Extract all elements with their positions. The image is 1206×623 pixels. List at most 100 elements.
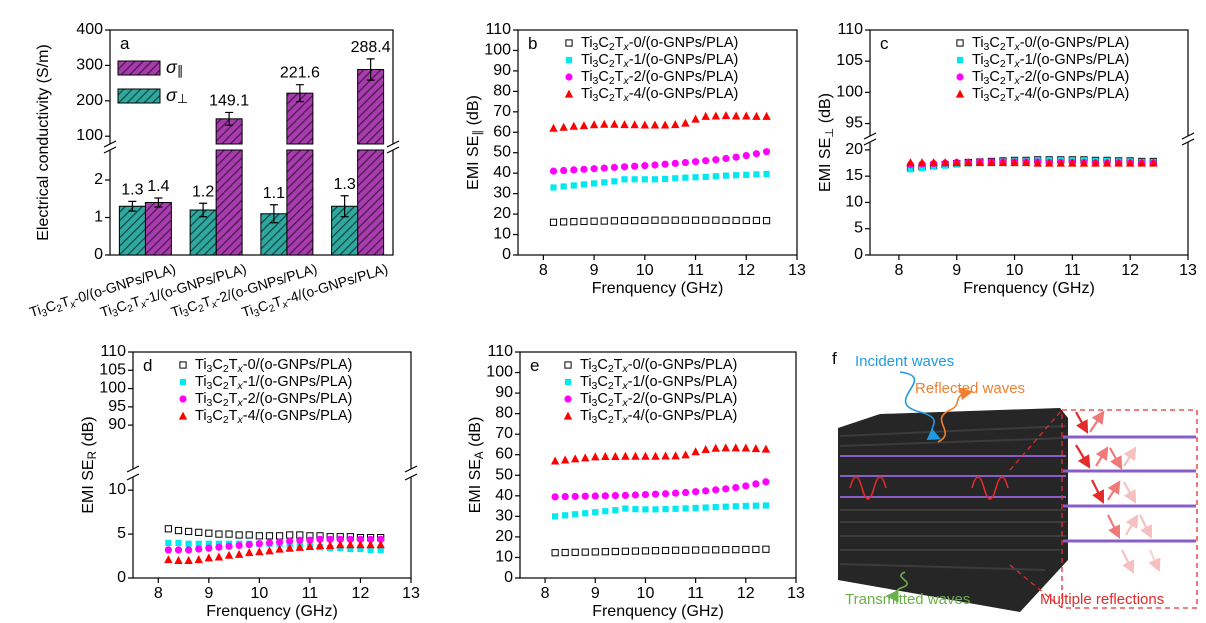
- marker: [742, 482, 750, 490]
- marker: [631, 217, 639, 225]
- marker: [225, 542, 233, 550]
- marker: [712, 216, 720, 224]
- marker: [732, 153, 740, 161]
- marker: [751, 444, 761, 453]
- marker: [732, 546, 740, 554]
- marker: [681, 216, 689, 224]
- y-tick-label: 95: [108, 398, 126, 415]
- marker: [570, 166, 578, 174]
- marker: [671, 546, 680, 554]
- marker: [326, 535, 334, 543]
- marker: [592, 509, 599, 516]
- marker: [641, 490, 650, 499]
- marker: [325, 541, 335, 550]
- marker: [671, 216, 679, 224]
- value-label: 288.4: [351, 39, 391, 56]
- diagram-f: f Incident waves Reflected waves Transmi…: [832, 349, 1198, 612]
- marker: [1091, 158, 1100, 167]
- marker: [561, 548, 569, 557]
- marker: [662, 506, 669, 513]
- marker: [762, 111, 771, 120]
- y-tick-label: 2: [94, 171, 103, 188]
- marker: [651, 490, 660, 498]
- marker: [602, 508, 609, 515]
- legend-swatch: [117, 60, 161, 76]
- marker: [651, 161, 659, 169]
- marker: [702, 216, 710, 224]
- slab-interfaces: [840, 455, 1066, 498]
- marker: [581, 492, 589, 500]
- marker: [611, 547, 619, 556]
- marker: [600, 217, 608, 225]
- marker: [275, 538, 284, 546]
- marker: [569, 121, 578, 130]
- marker: [612, 507, 619, 514]
- marker: [560, 218, 568, 226]
- marker: [712, 156, 720, 164]
- legend-label: Ti3C2Tx-0/(o-GNPs/PLA): [581, 35, 738, 53]
- marker: [631, 491, 640, 499]
- marker: [712, 504, 719, 511]
- marker: [366, 540, 375, 549]
- marker: [681, 158, 690, 167]
- value-label: 1.3: [334, 176, 356, 193]
- marker: [1137, 158, 1146, 167]
- marker: [571, 454, 580, 463]
- y-tick-label: 50: [493, 144, 511, 161]
- marker: [601, 492, 609, 500]
- legend-marker: [564, 378, 572, 386]
- x-tick-label: 9: [591, 585, 600, 602]
- marker: [732, 484, 740, 492]
- marker: [741, 443, 751, 452]
- marker: [681, 118, 690, 127]
- axis-break-gap: [1184, 136, 1192, 142]
- zoom-line: [1009, 564, 1063, 609]
- legend-label: σ⊥: [166, 85, 188, 107]
- y-tick-label: 80: [495, 405, 513, 422]
- marker: [641, 176, 648, 183]
- marker: [610, 119, 619, 128]
- x-tick-label: 13: [1179, 262, 1197, 279]
- marker: [641, 162, 649, 170]
- y-tick-label: 90: [108, 416, 126, 433]
- marker: [572, 511, 579, 518]
- marker: [255, 540, 263, 548]
- error-bar: [366, 58, 375, 81]
- axis-break-gap: [389, 144, 397, 150]
- marker: [245, 541, 253, 549]
- x-tick-label: 13: [788, 262, 806, 279]
- legend-marker: [564, 89, 574, 98]
- marker: [661, 160, 669, 168]
- marker: [752, 111, 761, 120]
- x-tick-label: 8: [541, 585, 550, 602]
- panel-label: e: [530, 356, 539, 375]
- y-tick-label: 110: [837, 21, 863, 38]
- marker: [315, 541, 325, 550]
- legend-marker: [564, 395, 572, 403]
- marker: [377, 546, 384, 553]
- marker: [672, 175, 679, 182]
- marker: [194, 555, 203, 564]
- marker: [682, 505, 689, 512]
- marker: [917, 158, 927, 167]
- marker: [651, 547, 660, 555]
- marker: [560, 166, 568, 175]
- marker: [560, 183, 567, 190]
- marker: [691, 114, 700, 123]
- x-axis-label: Frenquency (GHz): [206, 603, 338, 620]
- panel-label: f: [832, 349, 837, 368]
- x-axis-label: Frenquency (GHz): [592, 603, 724, 620]
- y-tick-label: 20: [493, 205, 511, 222]
- bar: [189, 209, 217, 256]
- marker: [610, 163, 618, 172]
- marker: [195, 540, 202, 547]
- y-tick-label: 100: [484, 42, 511, 59]
- marker: [762, 148, 771, 156]
- marker: [731, 111, 741, 120]
- axis-break-gap: [129, 469, 137, 477]
- marker: [964, 158, 973, 167]
- marker: [286, 531, 294, 539]
- marker: [195, 528, 203, 536]
- x-tick-label: 12: [737, 262, 755, 279]
